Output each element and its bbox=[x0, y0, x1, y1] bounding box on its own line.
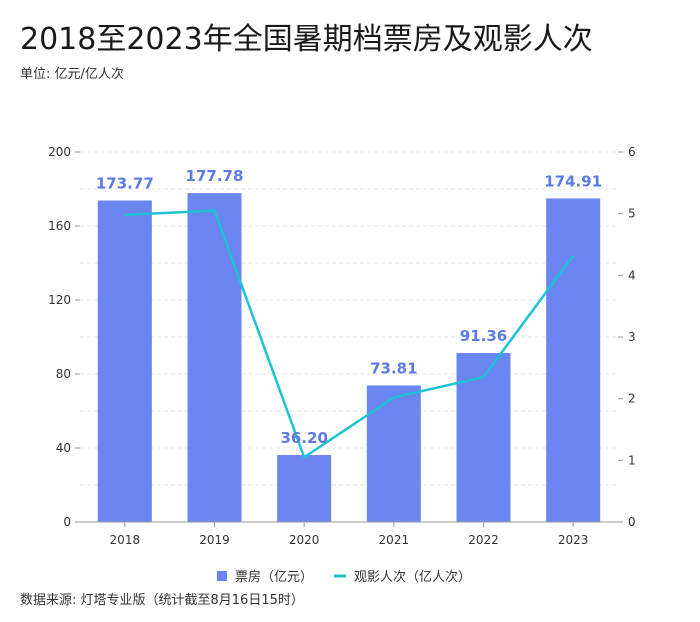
x-tick-label-2020: 2020 bbox=[289, 533, 320, 547]
y-right-tick-label: 0 bbox=[628, 515, 636, 529]
y-right-tick-label: 5 bbox=[628, 207, 636, 221]
y-left-tick-label: 120 bbox=[48, 293, 71, 307]
y-right-tick-label: 4 bbox=[628, 268, 636, 282]
unit-label: 单位: 亿元/亿人次 bbox=[20, 67, 124, 82]
y-left-tick-label: 40 bbox=[56, 441, 71, 455]
bars bbox=[97, 193, 601, 522]
gridlines bbox=[80, 151, 618, 486]
y-right-tick-label: 3 bbox=[628, 330, 636, 344]
legend-line-label: 观影人次（亿人次） bbox=[354, 569, 471, 585]
y-right-tick-label: 1 bbox=[628, 453, 636, 467]
bar-2018 bbox=[97, 200, 152, 522]
y-left-tick-label: 200 bbox=[48, 145, 71, 159]
axes: 0 40 80 120 160 200 0 1 2 3 4 5 6 2018 2019 2020 2021 202… bbox=[48, 145, 636, 547]
y-right-tick-label: 2 bbox=[628, 392, 636, 406]
bar-value-label-2020: 36.20 bbox=[280, 429, 327, 447]
bar-2023 bbox=[546, 198, 601, 522]
bar-value-label-2018: 173.77 bbox=[96, 175, 154, 193]
audience-line bbox=[124, 209, 575, 459]
bar-2020 bbox=[277, 455, 332, 522]
bar-value-label-2021: 73.81 bbox=[370, 359, 417, 377]
y-left-tick-label: 80 bbox=[56, 367, 71, 381]
bar-value-label-2023: 174.91 bbox=[544, 172, 602, 190]
page-title: 2018至2023年全国暑期档票房及观影人次 bbox=[20, 22, 593, 57]
y-left-tick-label: 0 bbox=[63, 515, 71, 529]
x-tick-label-2022: 2022 bbox=[468, 533, 499, 547]
legend: 票房（亿元） 观影人次（亿人次） bbox=[217, 569, 471, 585]
bar-value-label-2019: 177.78 bbox=[186, 167, 244, 185]
line-series bbox=[124, 209, 575, 459]
y-right-tick-label: 6 bbox=[628, 145, 636, 159]
legend-bar-label: 票房（亿元） bbox=[235, 569, 313, 585]
x-tick-label-2021: 2021 bbox=[379, 533, 410, 547]
data-labels: 173.77 177.78 36.20 73.81 91.36 174.91 bbox=[96, 167, 602, 447]
x-tick-label-2019: 2019 bbox=[199, 533, 230, 547]
source-note: 数据来源: 灯塔专业版（统计截至8月16日15时） bbox=[20, 593, 304, 608]
y-left-tick-label: 160 bbox=[48, 219, 71, 233]
x-tick-label-2018: 2018 bbox=[110, 533, 141, 547]
legend-bar-swatch bbox=[217, 571, 227, 581]
bar-2019 bbox=[187, 193, 242, 522]
bar-value-label-2022: 91.36 bbox=[460, 327, 507, 345]
x-tick-label-2023: 2023 bbox=[558, 533, 589, 547]
bar-2021 bbox=[366, 385, 421, 522]
